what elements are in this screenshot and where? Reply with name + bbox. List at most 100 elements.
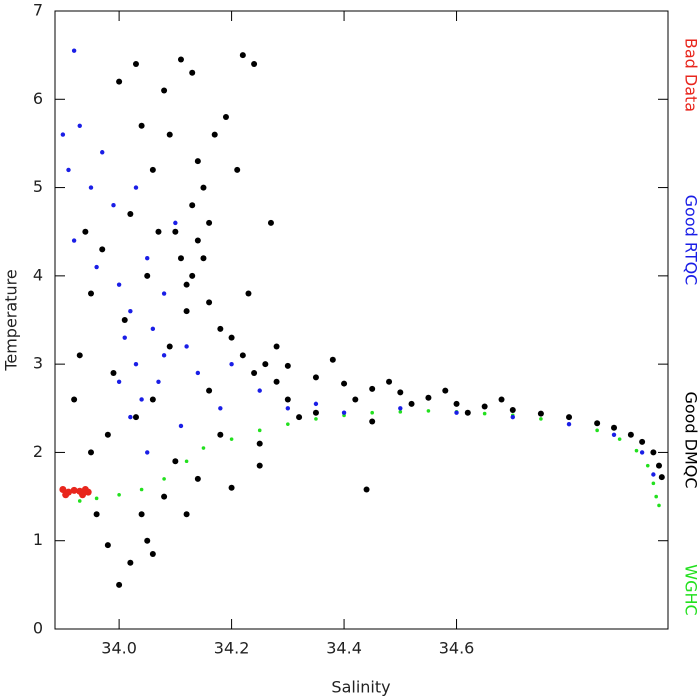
data-point	[239, 52, 246, 59]
data-point	[408, 400, 415, 407]
y-tick-label: 4	[33, 265, 43, 284]
y-tick-label: 0	[33, 619, 43, 638]
data-point	[245, 290, 252, 297]
data-point	[657, 503, 661, 508]
data-point	[77, 123, 82, 128]
data-point	[285, 406, 291, 411]
data-point	[312, 374, 319, 381]
data-point	[398, 406, 403, 411]
data-point	[177, 255, 184, 262]
data-point	[161, 87, 168, 94]
data-point	[425, 394, 432, 401]
x-axis-label: Salinity	[331, 678, 390, 697]
data-point	[161, 291, 167, 296]
data-point	[60, 132, 66, 137]
data-point	[150, 326, 156, 332]
data-point	[398, 410, 403, 414]
data-point	[93, 511, 100, 518]
data-point	[155, 228, 162, 235]
data-point	[639, 438, 646, 445]
data-point	[183, 308, 190, 315]
data-point	[149, 166, 156, 173]
data-point	[312, 409, 319, 416]
data-point	[286, 422, 290, 426]
data-point	[189, 272, 196, 279]
data-point	[482, 411, 487, 416]
data-point	[239, 352, 246, 359]
data-point	[273, 378, 280, 385]
data-point	[656, 462, 663, 469]
data-point	[161, 353, 167, 358]
data-point	[222, 113, 229, 120]
data-point	[116, 581, 123, 588]
data-point	[352, 396, 359, 403]
data-point	[87, 449, 94, 456]
data-point	[369, 418, 376, 425]
data-point	[76, 352, 83, 359]
data-point	[454, 410, 459, 415]
data-point	[178, 423, 184, 429]
data-point	[132, 414, 139, 421]
data-point	[634, 448, 639, 453]
legend-entry: WGHC	[682, 564, 700, 615]
y-tick-label: 7	[33, 1, 43, 20]
data-point	[138, 511, 145, 518]
data-point	[172, 458, 179, 465]
data-point	[257, 388, 262, 393]
data-point	[189, 202, 196, 209]
data-point	[627, 431, 634, 438]
data-point	[229, 437, 234, 441]
data-point	[251, 369, 258, 376]
data-point	[117, 493, 121, 497]
data-point	[166, 131, 173, 138]
data-point	[104, 542, 111, 549]
data-point	[145, 450, 150, 455]
data-point	[217, 431, 224, 438]
data-point	[498, 396, 505, 403]
data-point	[128, 414, 133, 420]
data-point	[127, 559, 134, 566]
data-point	[71, 396, 78, 403]
data-point	[195, 370, 201, 376]
data-point	[149, 550, 156, 557]
data-point	[156, 379, 161, 384]
data-point	[313, 401, 319, 407]
legend-entry: Bad Data	[682, 38, 700, 112]
data-point	[256, 462, 263, 469]
data-point	[200, 255, 207, 262]
data-point	[617, 437, 622, 441]
data-point	[341, 410, 347, 415]
data-point	[110, 369, 117, 376]
plot-frame	[54, 10, 669, 630]
data-point	[59, 486, 67, 494]
data-point	[206, 387, 213, 394]
data-point	[133, 185, 139, 190]
data-point	[77, 499, 82, 503]
data-point	[369, 385, 376, 392]
y-tick-label: 1	[33, 530, 43, 549]
data-point	[127, 211, 134, 218]
data-point	[71, 48, 77, 53]
data-point	[251, 60, 258, 67]
data-point	[200, 184, 207, 191]
data-point	[173, 220, 178, 226]
data-point	[228, 334, 235, 341]
data-point	[149, 396, 156, 403]
y-tick-label: 2	[33, 442, 43, 461]
data-point	[66, 167, 71, 173]
data-point	[611, 432, 617, 437]
data-point	[88, 185, 94, 190]
data-point	[100, 150, 105, 155]
y-tick-label: 3	[33, 354, 43, 373]
data-point	[116, 282, 122, 287]
data-point	[71, 238, 77, 243]
x-tick-label: 34.0	[101, 639, 137, 658]
data-point	[284, 362, 291, 369]
data-point	[161, 493, 168, 500]
data-point	[651, 472, 656, 477]
x-tick-label: 34.4	[326, 639, 362, 658]
data-point	[645, 463, 650, 468]
data-point	[510, 414, 515, 420]
data-point	[314, 417, 318, 421]
data-point	[201, 446, 206, 450]
